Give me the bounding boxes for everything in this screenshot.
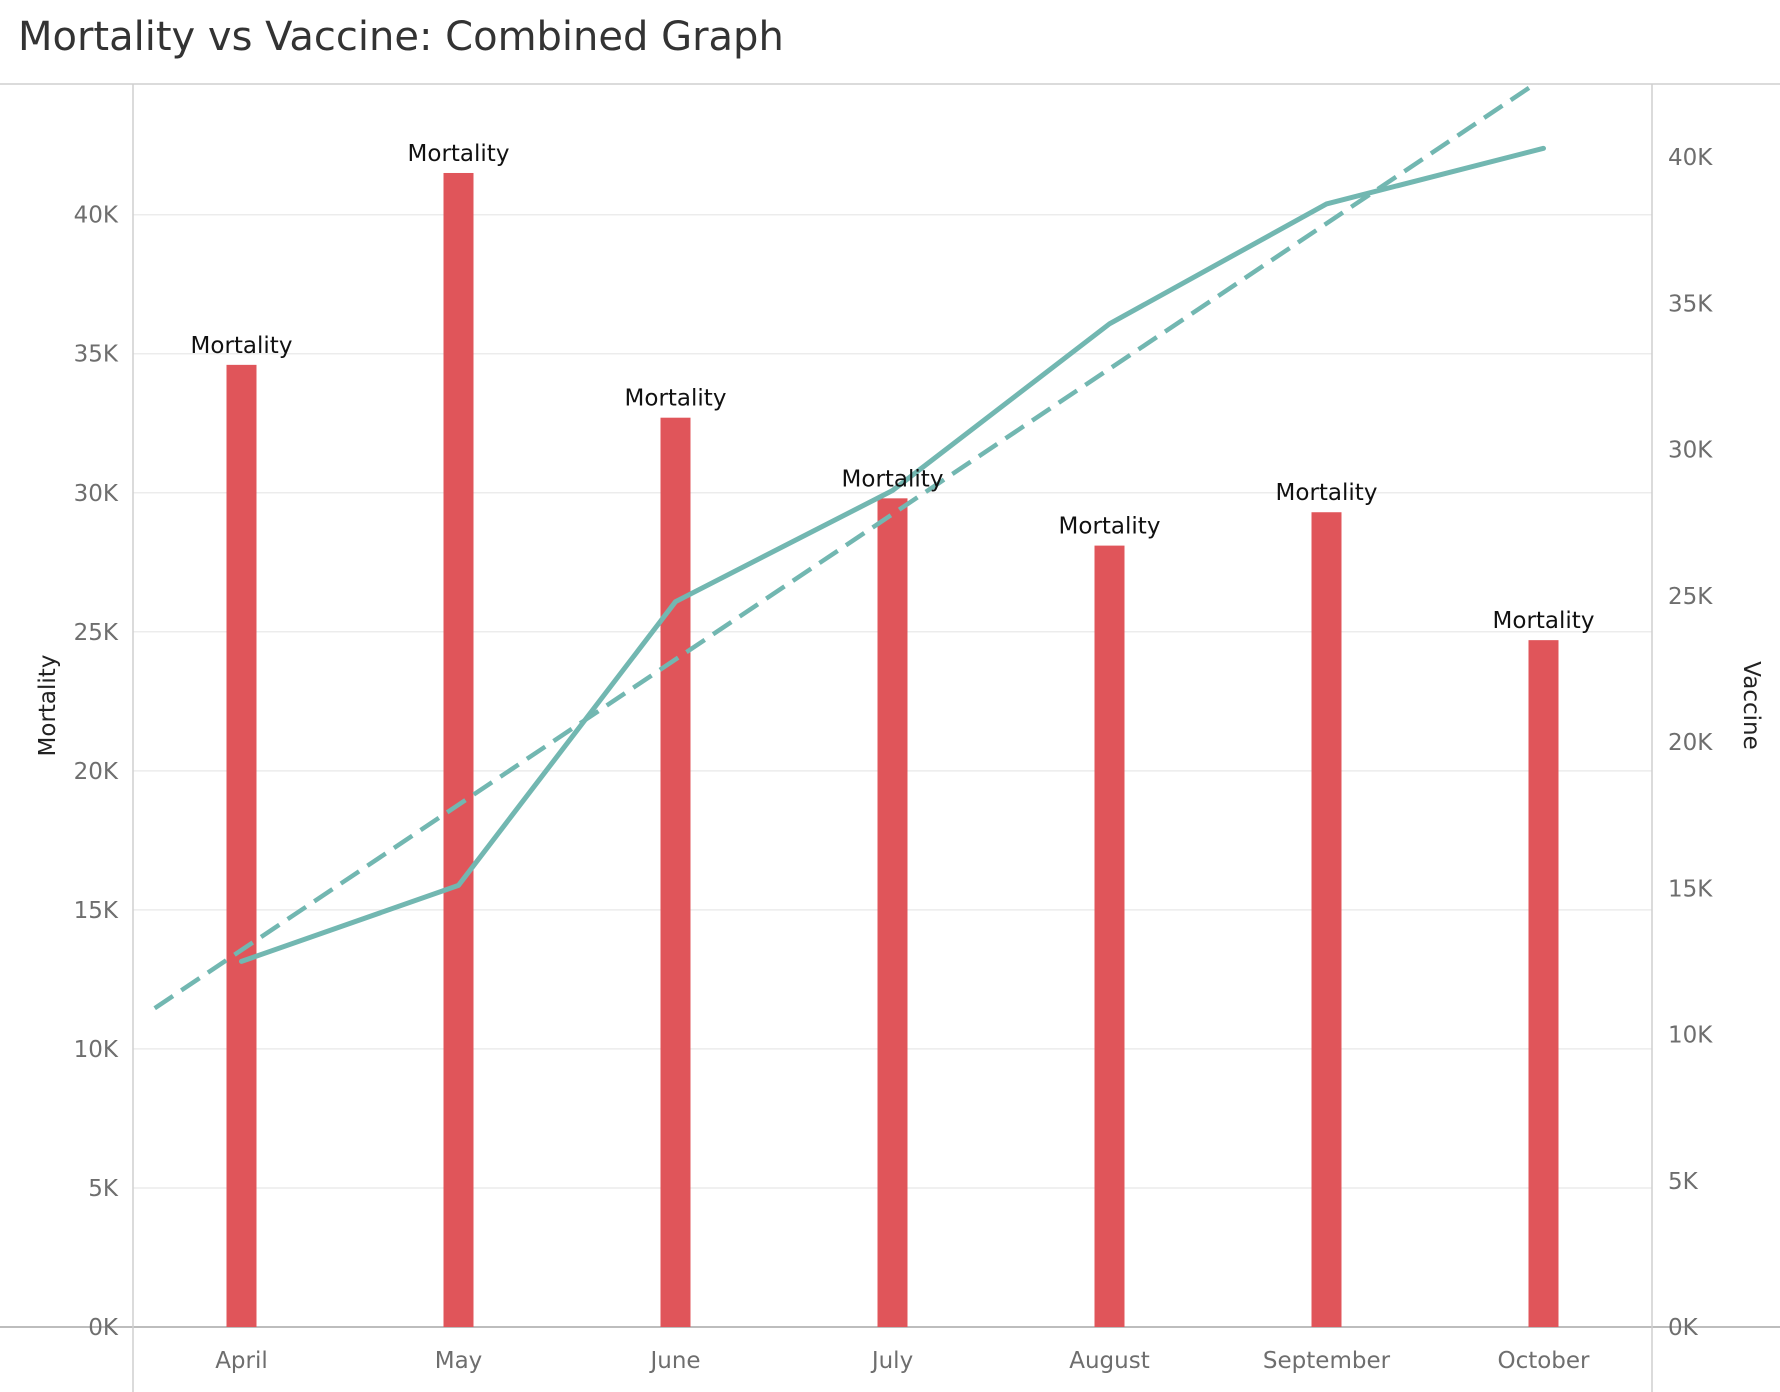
bar-labels: Mortality Mortality Mortality Mortality Mort… — [191, 141, 1595, 634]
mortality-bar — [877, 498, 908, 1327]
mortality-bars — [226, 172, 1559, 1327]
vaccine-lines — [153, 84, 1546, 1011]
right-tick-label: 15K — [1668, 876, 1713, 902]
x-tick-label: May — [435, 1348, 483, 1374]
left-tick-label: 20K — [74, 759, 119, 785]
right-axis-title: Vaccine — [1738, 661, 1764, 749]
bar-data-label: Mortality — [408, 141, 510, 167]
mortality-bar — [443, 172, 474, 1327]
left-tick-label: 40K — [74, 203, 119, 229]
x-tick-label: September — [1263, 1348, 1391, 1374]
bar-data-label: Mortality — [1059, 514, 1161, 540]
right-tick-label: 40K — [1668, 145, 1713, 171]
mortality-bar — [1528, 640, 1559, 1327]
right-tick-label: 0K — [1668, 1315, 1699, 1341]
vaccine-line — [239, 145, 1546, 964]
left-tick-label: 35K — [74, 342, 119, 368]
bar-data-label: Mortality — [1493, 608, 1595, 634]
left-axis-title: Mortality — [35, 655, 61, 757]
bar-data-label: Mortality — [842, 466, 944, 492]
x-tick-label: June — [648, 1348, 700, 1374]
bar-data-label: Mortality — [191, 333, 293, 359]
mortality-bar — [1311, 512, 1342, 1327]
right-tick-label: 35K — [1668, 291, 1713, 317]
right-tick-label: 30K — [1668, 438, 1713, 464]
vaccine-trend-line — [153, 84, 1539, 1011]
right-tick-label: 10K — [1668, 1023, 1713, 1049]
x-tick-label: August — [1069, 1348, 1150, 1374]
x-tick-label: July — [870, 1348, 913, 1374]
left-tick-label: 5K — [88, 1176, 119, 1202]
x-tick-label: April — [215, 1348, 268, 1374]
left-tick-label: 15K — [74, 898, 119, 924]
bar-data-label: Mortality — [1276, 480, 1378, 506]
mortality-bar — [1094, 545, 1125, 1327]
x-tick-label: October — [1497, 1348, 1590, 1374]
mortality-bar — [660, 417, 691, 1327]
left-tick-label: 0K — [88, 1315, 119, 1341]
right-tick-label: 25K — [1668, 584, 1713, 610]
left-tick-label: 30K — [74, 481, 119, 507]
right-tick-label: 5K — [1668, 1169, 1699, 1195]
chart-title: Mortality vs Vaccine: Combined Graph — [18, 14, 784, 60]
left-tick-label: 25K — [74, 620, 119, 646]
mortality-bar — [226, 364, 257, 1327]
bar-data-label: Mortality — [625, 386, 727, 412]
right-tick-label: 20K — [1668, 730, 1713, 756]
left-tick-label: 10K — [74, 1037, 119, 1063]
